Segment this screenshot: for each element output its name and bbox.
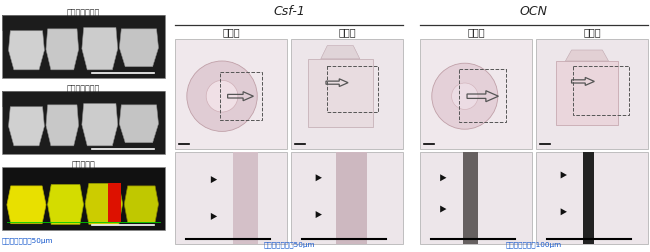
Bar [291,40,403,149]
Bar [536,40,648,149]
Polygon shape [8,107,44,146]
Bar [573,67,629,115]
Bar [328,66,378,112]
Bar [336,152,367,244]
Bar [556,62,618,125]
Polygon shape [316,175,322,181]
Bar [463,152,478,244]
Bar [420,152,532,244]
Bar [2,92,165,107]
Circle shape [432,64,498,130]
Polygon shape [108,184,121,223]
Polygon shape [440,175,447,181]
Polygon shape [82,28,118,71]
Bar [583,152,594,244]
Text: スケールバー：50μm: スケールバー：50μm [263,240,315,247]
Polygon shape [85,184,123,225]
Polygon shape [561,172,567,179]
Bar [175,40,287,149]
Polygon shape [82,104,118,146]
Polygon shape [561,208,567,215]
Polygon shape [120,105,159,143]
Bar [175,152,287,244]
Text: OCN: OCN [520,5,548,18]
Circle shape [187,62,257,132]
Polygon shape [46,105,79,146]
Polygon shape [316,211,322,218]
Polygon shape [8,32,44,71]
Bar [2,92,165,154]
Bar [291,152,403,244]
Polygon shape [566,51,608,62]
Text: 分割歯: 分割歯 [583,27,601,37]
Bar [2,16,165,79]
Bar [2,16,165,32]
Polygon shape [124,186,159,223]
Bar [420,40,532,149]
Bar [536,152,648,244]
Bar [459,69,506,122]
Polygon shape [47,185,83,225]
Bar [308,59,372,128]
Text: スケールバー：100μm: スケールバー：100μm [506,240,562,247]
Circle shape [206,81,238,113]
Bar [233,152,258,244]
Text: Csf-1: Csf-1 [273,5,305,18]
Text: 重ね合わせ: 重ね合わせ [72,159,96,168]
Polygon shape [211,213,217,220]
Text: 分割歯: 分割歯 [338,27,356,37]
Bar [2,167,165,230]
Polygon shape [46,30,79,71]
Polygon shape [321,46,359,59]
Polygon shape [440,206,447,213]
Circle shape [452,84,478,110]
Text: 天然歯: 天然歯 [467,27,485,37]
Text: 天然歯: 天然歯 [222,27,240,37]
Polygon shape [211,176,217,183]
Text: スケールバー：50μm: スケールバー：50μm [2,236,53,243]
Polygon shape [120,30,159,67]
Bar [220,73,263,121]
Text: 矯正学的移動後: 矯正学的移動後 [67,84,100,93]
Text: 矯正学的移動前: 矯正学的移動前 [67,8,100,17]
Polygon shape [7,186,46,224]
